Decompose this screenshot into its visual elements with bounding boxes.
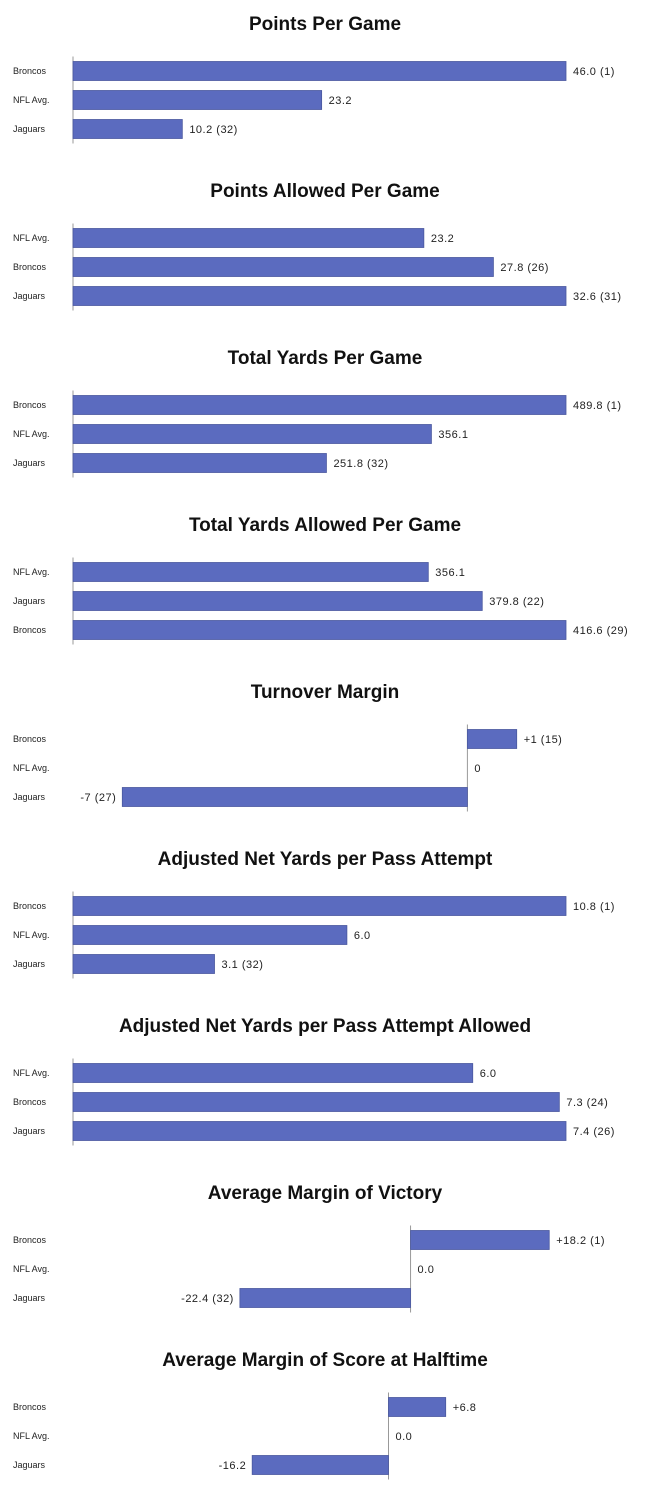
chart-1: Points Per Game Broncos 46.0 (1) NFL Avg. 23… bbox=[13, 14, 615, 144]
category-label: Jaguars bbox=[13, 596, 46, 606]
value-label: -22.4 (32) bbox=[181, 1293, 234, 1305]
bar bbox=[72, 119, 183, 139]
category-label: Jaguars bbox=[13, 959, 46, 969]
category-label: Jaguars bbox=[13, 792, 46, 802]
value-label: +1 (15) bbox=[524, 734, 563, 746]
category-label: NFL Avg. bbox=[13, 930, 50, 940]
bar bbox=[72, 286, 567, 306]
bar bbox=[388, 1397, 447, 1417]
bar bbox=[121, 787, 468, 807]
bar bbox=[466, 729, 518, 749]
chart-title: Average Margin of Victory bbox=[208, 1183, 443, 1204]
value-label: 46.0 (1) bbox=[573, 66, 615, 78]
category-label: NFL Avg. bbox=[13, 567, 50, 577]
category-label: Broncos bbox=[13, 400, 47, 410]
value-label: 32.6 (31) bbox=[573, 291, 622, 303]
value-label: 27.8 (26) bbox=[500, 262, 549, 274]
bar bbox=[72, 591, 483, 611]
chart-3: Total Yards Per Game Broncos 489.8 (1) NFL … bbox=[13, 348, 622, 478]
category-label: NFL Avg. bbox=[13, 1264, 50, 1274]
category-label: Broncos bbox=[13, 66, 47, 76]
bar bbox=[72, 90, 323, 110]
category-label: Jaguars bbox=[13, 1460, 46, 1470]
bar bbox=[72, 562, 429, 582]
category-label: Broncos bbox=[13, 625, 47, 635]
bar bbox=[72, 61, 567, 81]
category-label: NFL Avg. bbox=[13, 429, 50, 439]
chart-4: Total Yards Allowed Per Game NFL Avg. 356.… bbox=[13, 515, 628, 645]
category-label: Jaguars bbox=[13, 124, 46, 134]
bar bbox=[72, 1121, 567, 1141]
bar bbox=[72, 954, 215, 974]
value-label: 6.0 bbox=[480, 1068, 497, 1080]
category-label: Broncos bbox=[13, 262, 47, 272]
category-label: NFL Avg. bbox=[13, 95, 50, 105]
bar bbox=[72, 925, 348, 945]
category-label: NFL Avg. bbox=[13, 1431, 50, 1441]
value-label: 251.8 (32) bbox=[333, 458, 388, 470]
value-label: +18.2 (1) bbox=[556, 1235, 605, 1247]
value-label: 416.6 (29) bbox=[573, 625, 628, 637]
category-label: NFL Avg. bbox=[13, 1068, 50, 1078]
value-label: 379.8 (22) bbox=[489, 596, 544, 608]
bar bbox=[72, 228, 425, 248]
chart-6: Adjusted Net Yards per Pass Attempt Bronc… bbox=[13, 849, 615, 979]
value-label: 23.2 bbox=[431, 233, 454, 245]
chart-2: Points Allowed Per Game NFL Avg. 23.2 Bronc… bbox=[13, 181, 622, 311]
value-label: 356.1 bbox=[435, 567, 465, 579]
category-label: Jaguars bbox=[13, 1126, 46, 1136]
bar bbox=[72, 424, 432, 444]
category-label: Jaguars bbox=[13, 458, 46, 468]
category-label: Broncos bbox=[13, 1235, 47, 1245]
value-label: 7.4 (26) bbox=[573, 1126, 615, 1138]
bar bbox=[72, 395, 567, 415]
value-label: 489.8 (1) bbox=[573, 400, 622, 412]
value-label: 10.8 (1) bbox=[573, 901, 615, 913]
value-label: 3.1 (32) bbox=[222, 959, 264, 971]
category-label: NFL Avg. bbox=[13, 763, 50, 773]
value-label: 356.1 bbox=[438, 429, 468, 441]
chart-title: Points Allowed Per Game bbox=[210, 181, 439, 202]
chart-8: Average Margin of Victory Broncos +18.2 (1… bbox=[13, 1183, 605, 1313]
category-label: Broncos bbox=[13, 1402, 47, 1412]
value-label: 7.3 (24) bbox=[566, 1097, 608, 1109]
chart-title: Points Per Game bbox=[249, 14, 401, 35]
value-label: 0.0 bbox=[395, 1431, 412, 1443]
bar bbox=[72, 257, 494, 277]
chart-title: Adjusted Net Yards per Pass Attempt bbox=[158, 849, 493, 870]
value-label: 6.0 bbox=[354, 930, 371, 942]
bar bbox=[239, 1288, 411, 1308]
category-label: Broncos bbox=[13, 1097, 47, 1107]
category-label: Jaguars bbox=[13, 1293, 46, 1303]
chart-title: Total Yards Per Game bbox=[228, 348, 423, 369]
chart-7: Adjusted Net Yards per Pass Attempt Allo… bbox=[13, 1016, 615, 1146]
value-label: 10.2 (32) bbox=[189, 124, 238, 136]
value-label: 0 bbox=[474, 763, 481, 775]
value-label: -16.2 bbox=[219, 1460, 247, 1472]
chart-title: Turnover Margin bbox=[251, 682, 400, 703]
bar bbox=[72, 1063, 474, 1083]
value-label: +6.8 bbox=[453, 1402, 477, 1414]
value-label: -7 (27) bbox=[80, 792, 116, 804]
value-label: 0.0 bbox=[418, 1264, 435, 1276]
chart-5: Turnover Margin Broncos +1 (15) NFL Avg. 0 Ja… bbox=[13, 682, 563, 812]
category-label: NFL Avg. bbox=[13, 233, 50, 243]
category-label: Broncos bbox=[13, 901, 47, 911]
bar bbox=[72, 896, 567, 916]
category-label: Broncos bbox=[13, 734, 47, 744]
bar bbox=[410, 1230, 550, 1250]
value-label: 23.2 bbox=[329, 95, 352, 107]
bar bbox=[251, 1455, 389, 1475]
bar bbox=[72, 1092, 560, 1112]
chart-title: Total Yards Allowed Per Game bbox=[189, 515, 461, 536]
chart-9: Average Margin of Score at Halftime Bronc… bbox=[13, 1350, 488, 1480]
chart-title: Average Margin of Score at Halftime bbox=[162, 1350, 488, 1371]
bar bbox=[72, 620, 567, 640]
bar bbox=[72, 453, 327, 473]
chart-title: Adjusted Net Yards per Pass Attempt Allo… bbox=[119, 1016, 531, 1037]
category-label: Jaguars bbox=[13, 291, 46, 301]
